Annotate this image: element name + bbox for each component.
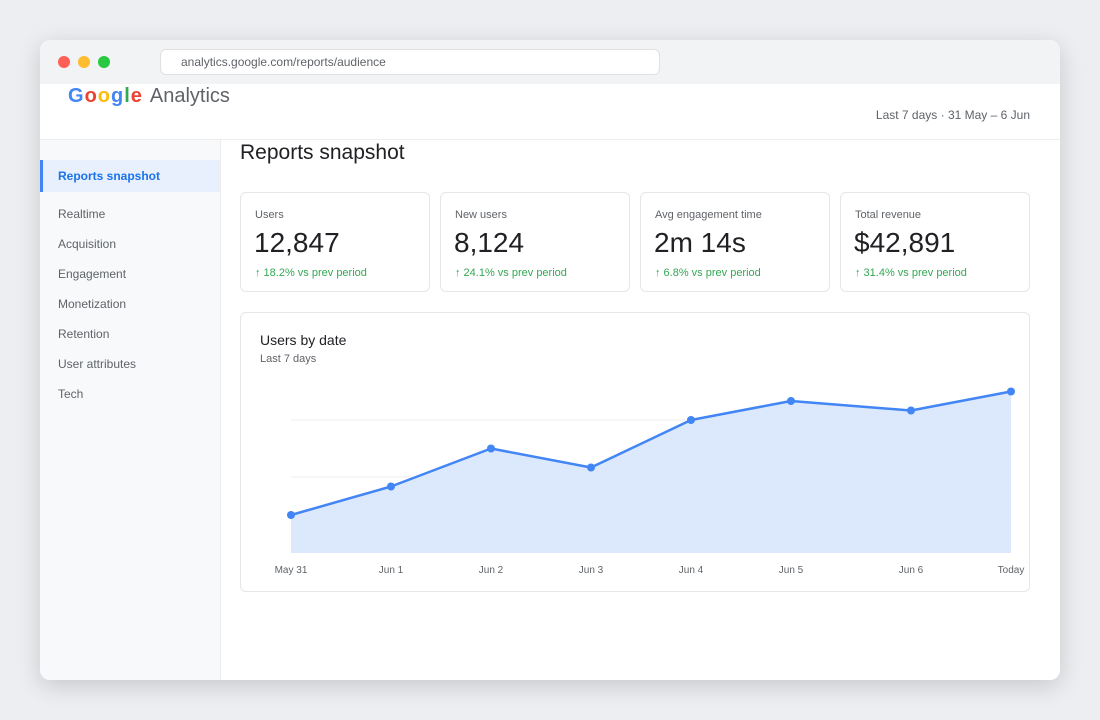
data-point [287, 511, 295, 519]
x-tick-label: Jun 1 [379, 565, 404, 576]
metric-card-avg-engagement-time[interactable]: Avg engagement time 2m 14s ↑ 6.8% vs pre… [640, 192, 830, 292]
data-point [907, 406, 915, 415]
metric-delta: ↑ 24.1% vs prev period [455, 267, 567, 279]
app-header: Google Analytics Last 7 days · 31 May – 6… [40, 84, 1060, 140]
page-title: Reports snapshot [240, 141, 405, 164]
logo-letter: o [97, 85, 111, 107]
data-point [1007, 387, 1015, 396]
metric-delta: ↑ 31.4% vs prev period [855, 267, 967, 279]
sidebar: Reports snapshot Realtime Acquisition En… [40, 140, 221, 680]
x-tick-label: Jun 2 [479, 565, 504, 576]
data-point [387, 482, 395, 491]
browser-window: analytics.google.com/reports/audience Go… [40, 40, 1060, 680]
sidebar-item-retention[interactable]: Retention [58, 327, 110, 341]
date-range-selector[interactable]: Last 7 days · 31 May – 6 Jun [875, 108, 1030, 122]
metric-card-users[interactable]: Users 12,847 ↑ 18.2% vs prev period [240, 192, 430, 292]
browser-titlebar: analytics.google.com/reports/audience [40, 40, 1060, 84]
minimize-window-button[interactable] [78, 56, 90, 68]
x-tick-label: Jun 4 [679, 565, 704, 576]
close-window-button[interactable] [58, 56, 70, 68]
logo-letter: o [84, 85, 98, 107]
metric-delta: ↑ 18.2% vs prev period [255, 267, 367, 279]
metric-label: Users [255, 209, 284, 221]
logo-letter: g [111, 85, 125, 107]
metric-value: 8,124 [454, 227, 525, 258]
product-name: Analytics [149, 85, 230, 107]
google-analytics-logo[interactable]: Google Analytics [68, 84, 230, 108]
sidebar-item-realtime[interactable]: Realtime [58, 207, 106, 221]
sidebar-item-tech[interactable]: Tech [58, 387, 84, 401]
metric-value: 12,847 [254, 227, 340, 258]
x-tick-label: Jun 6 [899, 565, 924, 576]
metric-label: New users [455, 209, 507, 221]
metric-label: Avg engagement time [655, 209, 762, 221]
metric-value: $42,891 [854, 227, 956, 258]
google-wordmark: Google [68, 85, 143, 107]
x-tick-label: Jun 3 [579, 565, 604, 576]
chart-title: Users by date [260, 332, 347, 348]
metric-delta: ↑ 6.8% vs prev period [655, 267, 761, 279]
address-bar[interactable]: analytics.google.com/reports/audience [160, 49, 660, 75]
x-tick-label: Jun 5 [779, 565, 804, 576]
sidebar-item-engagement[interactable]: Engagement [58, 267, 127, 281]
series-area-fill [291, 391, 1011, 553]
maximize-window-button[interactable] [98, 56, 110, 68]
data-point [487, 444, 495, 453]
series-line [290, 390, 1012, 517]
data-point [687, 416, 695, 424]
data-point [587, 463, 595, 472]
chart-subtitle: Last 7 days [260, 353, 317, 365]
data-point [787, 397, 795, 405]
logo-letter: l [124, 85, 131, 107]
sidebar-item-user-attributes[interactable]: User attributes [58, 357, 137, 371]
metric-label: Total revenue [855, 209, 922, 221]
metric-value: 2m 14s [654, 227, 746, 258]
sidebar-item-acquisition[interactable]: Acquisition [58, 237, 117, 251]
sidebar-item-monetization[interactable]: Monetization [58, 297, 127, 311]
logo-letter: G [68, 85, 85, 107]
x-tick-label: May 31 [275, 565, 308, 576]
users-by-date-chart-card: May 31 Jun 1 Jun 2 Jun 3 Jun 4 Jun 5 Jun 6 Toda… [240, 312, 1030, 592]
metric-card-total-revenue[interactable]: Total revenue $42,891 ↑ 31.4% vs prev pe… [840, 192, 1030, 292]
users-by-date-chart: May 31 Jun 1 Jun 2 Jun 3 Jun 4 Jun 5 Jun 6 Toda… [275, 387, 1025, 576]
sidebar-item-reports-snapshot[interactable]: Reports snapshot [40, 160, 220, 192]
sidebar-nav-list: Realtime Acquisition Engagement Monetiza… [40, 200, 220, 410]
metric-card-new-users[interactable]: New users 8,124 ↑ 24.1% vs prev period [440, 192, 630, 292]
x-tick-label: Today [998, 565, 1025, 576]
logo-letter: e [130, 85, 143, 107]
